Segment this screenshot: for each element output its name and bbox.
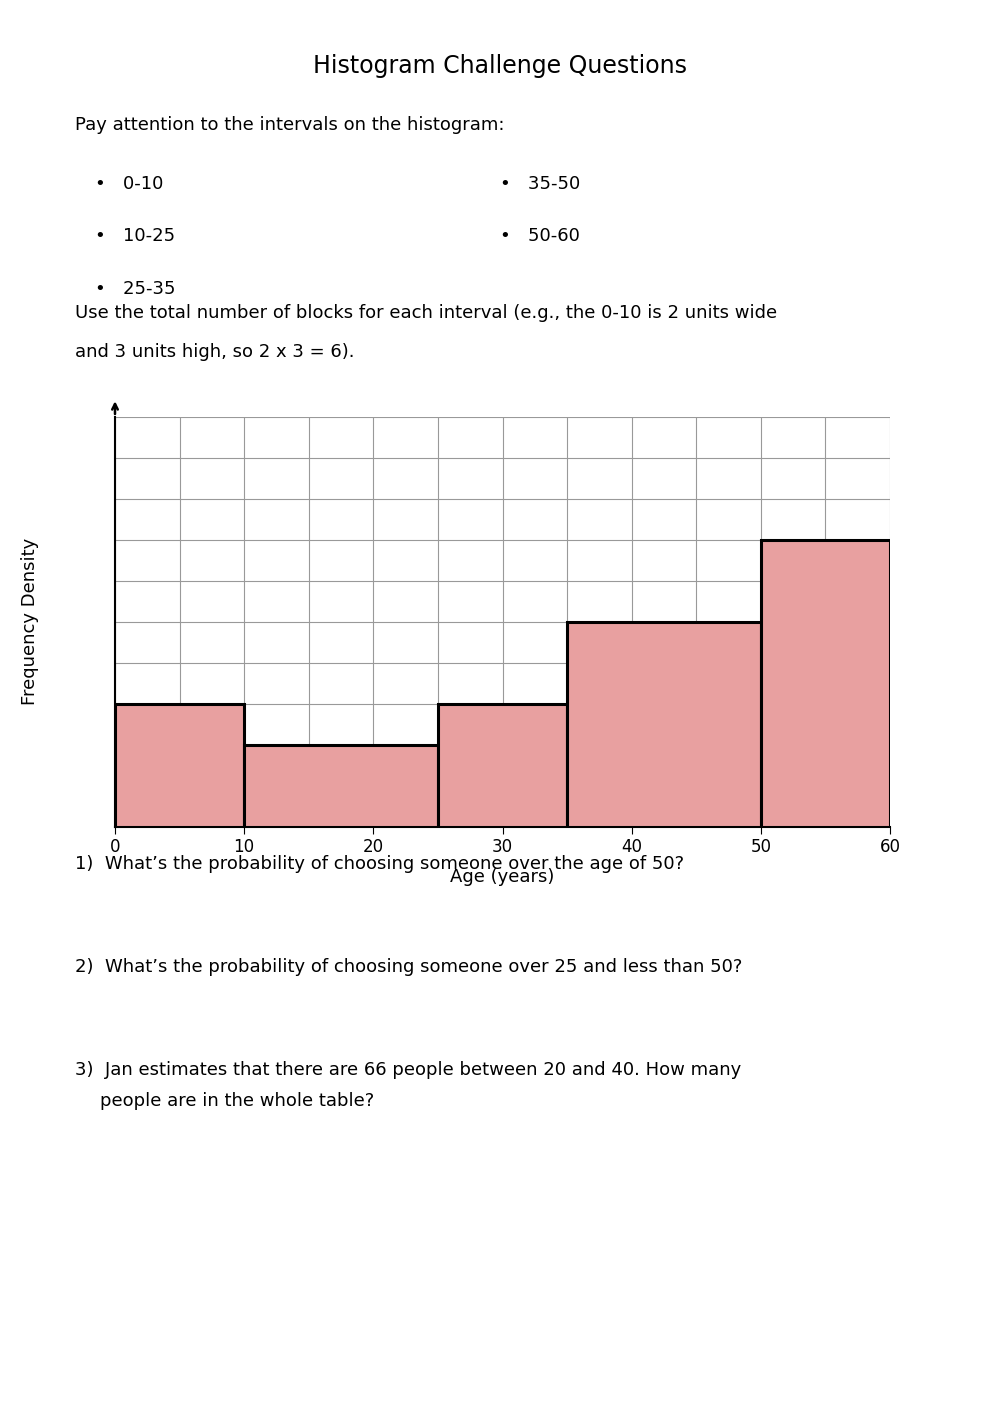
Text: Frequency Density: Frequency Density xyxy=(21,538,39,705)
Bar xyxy=(567,622,761,827)
Text: Histogram Challenge Questions: Histogram Challenge Questions xyxy=(313,54,687,78)
Bar xyxy=(115,704,244,827)
Text: •   25-35: • 25-35 xyxy=(95,280,176,298)
Text: •   50-60: • 50-60 xyxy=(500,227,580,246)
Bar xyxy=(761,540,890,827)
Text: Use the total number of blocks for each interval (e.g., the 0-10 is 2 units wide: Use the total number of blocks for each … xyxy=(75,304,777,322)
Text: 3)  Jan estimates that there are 66 people between 20 and 40. How many: 3) Jan estimates that there are 66 peopl… xyxy=(75,1061,741,1080)
Text: people are in the whole table?: people are in the whole table? xyxy=(100,1092,374,1111)
Text: •   35-50: • 35-50 xyxy=(500,175,580,194)
Bar xyxy=(438,704,567,827)
Text: 1)  What’s the probability of choosing someone over the age of 50?: 1) What’s the probability of choosing so… xyxy=(75,855,684,873)
Text: •   0-10: • 0-10 xyxy=(95,175,163,194)
Text: Pay attention to the intervals on the histogram:: Pay attention to the intervals on the hi… xyxy=(75,116,505,134)
Text: •   10-25: • 10-25 xyxy=(95,227,175,246)
Text: 2)  What’s the probability of choosing someone over 25 and less than 50?: 2) What’s the probability of choosing so… xyxy=(75,958,742,976)
X-axis label: Age (years): Age (years) xyxy=(450,868,555,886)
Bar xyxy=(244,745,438,827)
Text: and 3 units high, so 2 x 3 = 6).: and 3 units high, so 2 x 3 = 6). xyxy=(75,343,354,362)
